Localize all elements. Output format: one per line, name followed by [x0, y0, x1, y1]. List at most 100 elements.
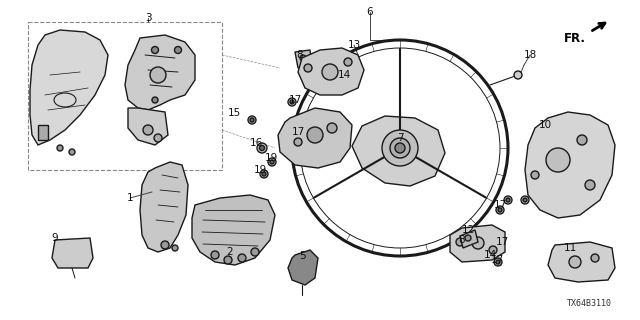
Circle shape: [248, 116, 256, 124]
Circle shape: [546, 148, 570, 172]
Text: 1: 1: [127, 193, 133, 203]
Circle shape: [260, 170, 268, 178]
Circle shape: [154, 134, 162, 142]
Polygon shape: [278, 108, 352, 168]
Polygon shape: [38, 125, 48, 140]
Circle shape: [569, 256, 581, 268]
Text: 5: 5: [299, 251, 305, 261]
Text: 10: 10: [538, 120, 552, 130]
Text: 13: 13: [348, 40, 360, 50]
Circle shape: [300, 55, 306, 61]
Text: 17: 17: [289, 95, 301, 105]
Circle shape: [496, 260, 500, 264]
Text: 17: 17: [490, 255, 504, 265]
Text: 14: 14: [337, 70, 351, 80]
Circle shape: [150, 67, 166, 83]
Circle shape: [288, 131, 292, 135]
Polygon shape: [352, 116, 445, 186]
Text: 9: 9: [52, 233, 58, 243]
Polygon shape: [295, 50, 312, 68]
Bar: [28, 22, 222, 170]
Circle shape: [251, 248, 259, 256]
Text: 6: 6: [367, 7, 373, 17]
Circle shape: [250, 118, 254, 122]
Circle shape: [286, 129, 294, 137]
Circle shape: [259, 146, 264, 150]
Text: TX64B3110: TX64B3110: [567, 299, 612, 308]
Circle shape: [175, 46, 182, 53]
Text: 16: 16: [250, 138, 262, 148]
Circle shape: [304, 64, 312, 72]
Circle shape: [294, 138, 302, 146]
Polygon shape: [450, 225, 505, 262]
Polygon shape: [525, 112, 615, 218]
Circle shape: [307, 127, 323, 143]
Polygon shape: [298, 48, 364, 95]
Text: 8: 8: [459, 235, 465, 245]
Text: 17: 17: [493, 200, 507, 210]
Polygon shape: [288, 250, 318, 285]
Polygon shape: [30, 30, 108, 145]
Text: 19: 19: [253, 165, 267, 175]
Circle shape: [496, 240, 504, 248]
Circle shape: [531, 171, 539, 179]
Text: 15: 15: [227, 108, 241, 118]
Polygon shape: [52, 238, 93, 268]
Circle shape: [262, 172, 266, 176]
Circle shape: [504, 196, 512, 204]
Text: 14: 14: [483, 250, 497, 260]
Circle shape: [238, 254, 246, 262]
Circle shape: [514, 71, 522, 79]
Circle shape: [395, 143, 405, 153]
Circle shape: [161, 241, 169, 249]
Polygon shape: [192, 195, 275, 265]
Text: 18: 18: [524, 50, 536, 60]
Circle shape: [69, 149, 75, 155]
Circle shape: [211, 251, 219, 259]
Circle shape: [152, 46, 159, 53]
Polygon shape: [548, 242, 615, 282]
Circle shape: [143, 125, 153, 135]
Circle shape: [390, 138, 410, 158]
Text: 8: 8: [297, 50, 303, 60]
Circle shape: [521, 196, 529, 204]
Circle shape: [270, 160, 274, 164]
Circle shape: [498, 208, 502, 212]
Text: 12: 12: [461, 225, 475, 235]
Circle shape: [224, 256, 232, 264]
Text: 19: 19: [264, 153, 278, 163]
Text: 2: 2: [227, 247, 234, 257]
Polygon shape: [460, 230, 478, 248]
Text: 11: 11: [563, 243, 577, 253]
Circle shape: [57, 145, 63, 151]
Circle shape: [290, 100, 294, 104]
Circle shape: [498, 242, 502, 246]
Circle shape: [506, 198, 510, 202]
Polygon shape: [125, 35, 195, 110]
Circle shape: [472, 237, 484, 249]
Circle shape: [327, 123, 337, 133]
Circle shape: [172, 245, 178, 251]
Circle shape: [268, 158, 276, 166]
Circle shape: [465, 235, 471, 241]
Polygon shape: [140, 162, 188, 252]
Text: FR.: FR.: [564, 31, 586, 44]
Circle shape: [344, 58, 352, 66]
Circle shape: [523, 198, 527, 202]
Circle shape: [322, 64, 338, 80]
Text: 17: 17: [495, 237, 509, 247]
Text: 3: 3: [145, 13, 151, 23]
Circle shape: [577, 135, 587, 145]
Text: 17: 17: [291, 127, 305, 137]
Circle shape: [382, 130, 418, 166]
Circle shape: [591, 254, 599, 262]
Circle shape: [494, 258, 502, 266]
Text: 7: 7: [397, 133, 403, 143]
Circle shape: [288, 98, 296, 106]
Circle shape: [257, 143, 267, 153]
Circle shape: [489, 246, 497, 254]
Circle shape: [456, 238, 464, 246]
Circle shape: [496, 206, 504, 214]
Circle shape: [585, 180, 595, 190]
Polygon shape: [128, 108, 168, 145]
